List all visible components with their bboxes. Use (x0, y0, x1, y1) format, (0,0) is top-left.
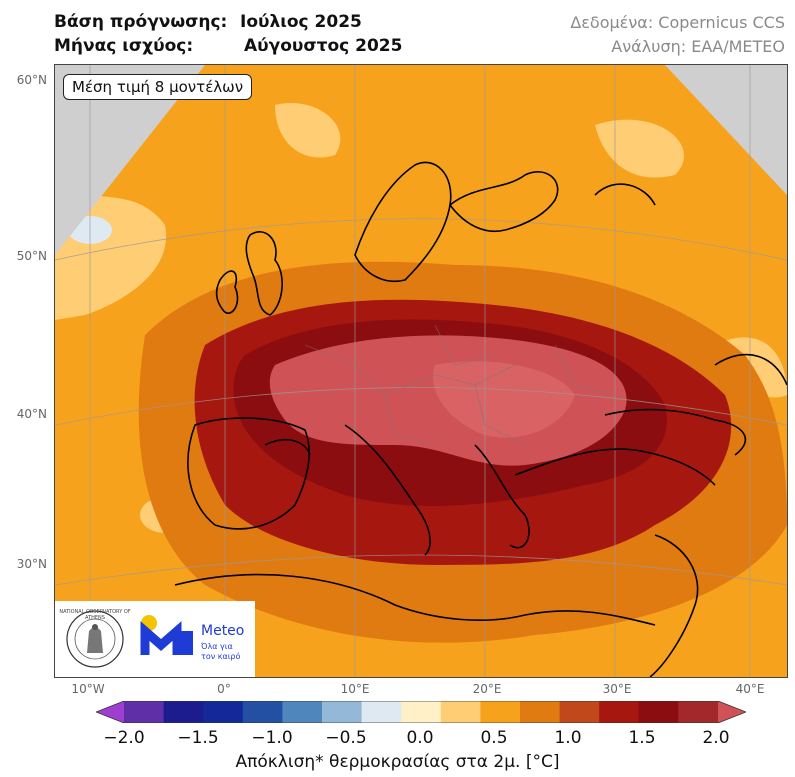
lat-label-30: 30°N (16, 557, 47, 571)
colorbar (96, 701, 746, 723)
colorbar-low-extend (96, 701, 124, 723)
meteo-tagline-1: Όλα για (201, 642, 233, 651)
colorbar-tick: 1.5 (628, 728, 656, 748)
colorbar-segment (599, 701, 640, 723)
colorbar-tick: −1.5 (177, 728, 219, 748)
north-light (275, 103, 341, 158)
logos-svg (66, 610, 193, 668)
valid-month-value: Αύγουστος 2025 (244, 36, 403, 56)
colorbar-segment (678, 701, 719, 723)
no-data-ne (665, 65, 787, 195)
max-anomaly-core-inner (433, 361, 575, 438)
colorbar-segment (480, 701, 521, 723)
valid-month-label: Μήνας ισχύος: (54, 36, 194, 56)
colorbar-tick: 1.0 (554, 728, 582, 748)
lon-label-10w: 10°W (71, 682, 105, 696)
forecast-base-label: Βάση πρόγνωσης: (54, 12, 228, 32)
lon-label-30e: 30°E (602, 682, 632, 696)
colorbar-segment (559, 701, 600, 723)
ne-light (595, 119, 684, 178)
map-canvas (55, 65, 787, 677)
meteo-tagline-2: τον καιρό (201, 652, 241, 661)
colorbar-tick: −2.0 (103, 728, 145, 748)
lat-label-40: 40°N (16, 407, 47, 421)
colorbar-segment (163, 701, 204, 723)
model-mean-note: Μέση τιμή 8 μοντέλων (63, 74, 253, 100)
colorbar-segment (520, 701, 561, 723)
temperature-anomaly-map: Μέση τιμή 8 μοντέλων NATIONAL OBSERVATOR… (54, 64, 788, 678)
lat-label-60: 60°N (16, 73, 47, 87)
coastlines (174, 161, 787, 677)
meteo-logo-icon (140, 615, 193, 655)
colorbar-tick: −0.5 (325, 728, 367, 748)
colorbar-tick: −1.0 (251, 728, 293, 748)
colorbar-tick: 0.0 (406, 728, 434, 748)
colorbar-segment (401, 701, 442, 723)
colorbar-segment (322, 701, 363, 723)
forecast-base-value: Ιούλιος 2025 (240, 12, 362, 32)
no-data-nw (55, 65, 205, 255)
graticule (55, 65, 787, 677)
colorbar-segment (124, 701, 165, 723)
colorbar-segment (282, 701, 323, 723)
colorbar-segment (203, 701, 244, 723)
colorbar-segment (440, 701, 481, 723)
lon-label-10e: 10°E (340, 682, 370, 696)
lon-label-40e: 40°E (735, 682, 765, 696)
colorbar-tick: 0.5 (480, 728, 508, 748)
logo-panel: NATIONAL OBSERVATORY OF ATHENS Meteo Όλα… (55, 601, 255, 677)
observatory-seal-text: NATIONAL OBSERVATORY OF ATHENS (59, 609, 131, 621)
data-source-text: Δεδομένα: Copernicus CCS (570, 13, 785, 32)
colorbar-segment (242, 701, 283, 723)
colorbar-segment (361, 701, 402, 723)
meteo-brand-name: Meteo (201, 623, 245, 639)
observatory-seal-icon (66, 610, 124, 668)
colorbar-tick: 2.0 (702, 728, 730, 748)
lon-label-20e: 20°E (472, 682, 502, 696)
lon-label-0: 0° (217, 682, 231, 696)
lat-label-50: 50°N (16, 249, 47, 263)
colorbar-segment (638, 701, 679, 723)
colorbar-high-extend (718, 701, 746, 723)
country-borders (304, 324, 616, 446)
colorbar-label: Απόκλιση* θερμοκρασίας στα 2μ. [°C] (235, 752, 560, 772)
analysis-credit-text: Ανάλυση: ΕΑΑ/METEO (611, 37, 785, 56)
